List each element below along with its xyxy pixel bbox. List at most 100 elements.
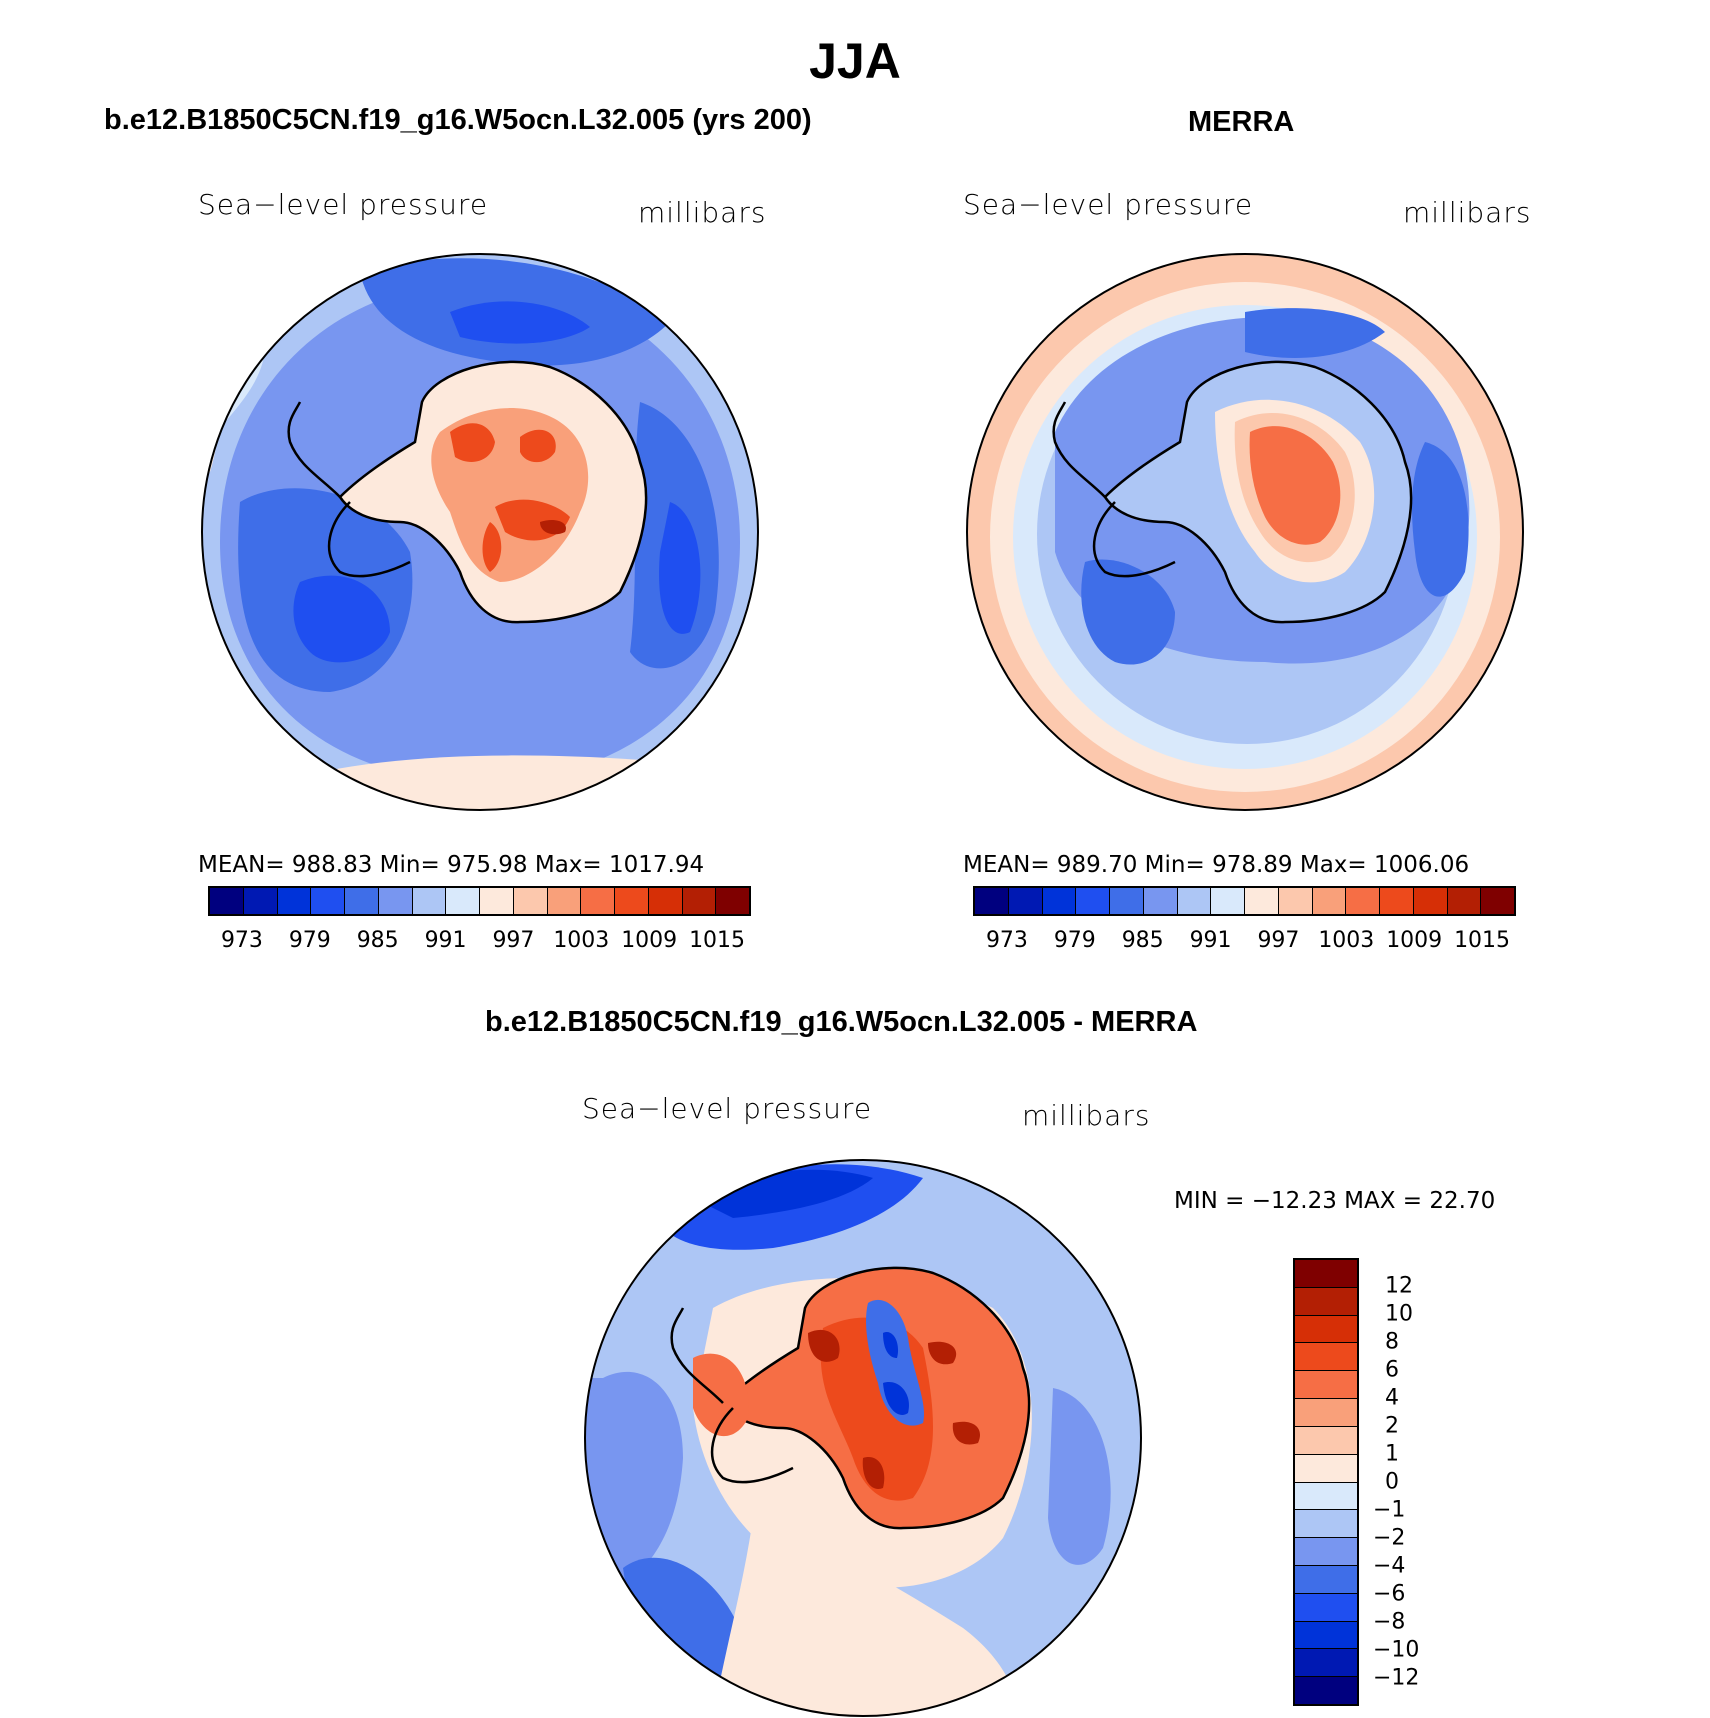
obs-colorbar-swatch	[1076, 888, 1110, 914]
model-contour-low-east-core	[659, 502, 701, 634]
diff-units-label: millibars	[1022, 1099, 1151, 1132]
diff-contour-neg-east	[1048, 1388, 1111, 1565]
obs-colorbar	[973, 886, 1516, 916]
model-colorbar-swatch	[581, 888, 615, 914]
model-contour-plateau-1015	[540, 520, 566, 535]
obs-colorbar-swatch	[1008, 888, 1043, 914]
diff-colorbar-tick-label: 6	[1385, 1357, 1399, 1383]
diff-colorbar-swatch	[1295, 1343, 1357, 1372]
obs-colorbar-swatch	[1211, 888, 1245, 914]
model-colorbar-swatch	[243, 888, 278, 914]
diff-variable-label: Sea−level pressure	[582, 1092, 873, 1125]
obs-colorbar-swatch	[975, 888, 1009, 914]
obs-contour-low-west	[1081, 559, 1175, 665]
obs-contour-low-east	[1412, 442, 1469, 597]
model-colorbar-tick-label: 1003	[553, 928, 610, 953]
model-colorbar-swatch	[277, 888, 312, 914]
diff-colorbar-swatch	[1295, 1621, 1357, 1650]
diff-contour-negative-ridge	[866, 1299, 925, 1426]
diff-colorbar-tick-label: −6	[1373, 1581, 1406, 1607]
model-colorbar-tick-label: 1015	[689, 928, 746, 953]
model-colorbar-swatch	[210, 888, 244, 914]
diff-colorbar-tick-label: −1	[1373, 1497, 1406, 1523]
obs-units-label: millibars	[1403, 196, 1532, 229]
model-colorbar-swatch	[648, 888, 683, 914]
model-colorbar-swatch	[378, 888, 413, 914]
obs-colorbar-swatch	[1143, 888, 1178, 914]
model-colorbar-tick-label: 985	[356, 928, 399, 953]
model-units-label: millibars	[638, 196, 767, 229]
diff-colorbar-swatch	[1295, 1677, 1357, 1704]
diff-contour-neg-west	[585, 1372, 683, 1588]
diff-colorbar-swatch	[1295, 1426, 1357, 1455]
diff-colorbar-tick-label: 1	[1385, 1441, 1399, 1467]
model-colorbar-tick-label: 973	[220, 928, 263, 953]
obs-colorbar-swatch	[1177, 888, 1212, 914]
diff-polar-map	[584, 1159, 1142, 1717]
diff-colorbar-tick-label: −8	[1373, 1609, 1406, 1635]
model-colorbar-swatch	[547, 888, 582, 914]
diff-antarctic-peninsula	[670, 1307, 794, 1484]
diff-colorbar-tick-label: 10	[1385, 1301, 1413, 1327]
obs-colorbar-swatch	[1312, 888, 1347, 914]
obs-polar-map	[966, 253, 1524, 811]
obs-colorbar-swatch	[1110, 888, 1144, 914]
model-colorbar	[208, 886, 751, 916]
obs-panel-title: MERRA	[1188, 106, 1295, 138]
model-colorbar-swatch	[480, 888, 514, 914]
diff-contour-negative-ridge-core	[883, 1332, 909, 1415]
diff-colorbar-tick-label: −10	[1373, 1637, 1420, 1663]
model-contour-plateau-1009	[450, 423, 570, 572]
obs-colorbar-swatch	[1481, 888, 1514, 914]
model-colorbar-tick-label: 997	[492, 928, 535, 953]
model-contour-low-west-core	[293, 575, 390, 663]
diff-colorbar-tick-label: 12	[1385, 1273, 1413, 1299]
obs-colorbar-tick-label: 1015	[1454, 928, 1511, 953]
model-colorbar-swatch	[615, 888, 649, 914]
model-colorbar-swatch	[311, 888, 345, 914]
model-polar-map	[201, 253, 759, 811]
obs-colorbar-ticks: 973 979 985 991 997 1003 1009 1015	[973, 928, 1516, 956]
model-contour-low-north-core	[450, 301, 590, 344]
diff-colorbar-swatch	[1295, 1482, 1357, 1511]
model-colorbar-tick-label: 991	[424, 928, 467, 953]
model-antarctic-peninsula	[287, 401, 411, 578]
diff-colorbar-swatch	[1295, 1538, 1357, 1566]
diff-colorbar-tick-label: −4	[1373, 1553, 1406, 1579]
obs-colorbar-tick-label: 985	[1121, 928, 1164, 953]
obs-colorbar-swatch	[1380, 888, 1414, 914]
model-colorbar-swatch	[513, 888, 548, 914]
obs-colorbar-swatch	[1245, 888, 1279, 914]
figure-title: JJA	[809, 33, 901, 89]
obs-variable-label: Sea−level pressure	[963, 188, 1254, 221]
model-colorbar-tick-label: 1009	[621, 928, 678, 953]
model-contour-warm-edge-s	[320, 755, 670, 810]
obs-stats: MEAN= 989.70 Min= 978.89 Max= 1006.06	[963, 852, 1470, 878]
model-variable-label: Sea−level pressure	[198, 188, 489, 221]
obs-colorbar-tick-label: 1003	[1318, 928, 1375, 953]
obs-colorbar-swatch	[1042, 888, 1077, 914]
model-stats: MEAN= 988.83 Min= 975.98 Max= 1017.94	[198, 852, 705, 878]
diff-contour-warm-south	[713, 1518, 1016, 1716]
diff-contour-warm-peninsula	[693, 1353, 749, 1437]
obs-colorbar-swatch	[1413, 888, 1448, 914]
diff-colorbar-tick-label: 8	[1385, 1329, 1399, 1355]
diff-panel-title: b.e12.B1850C5CN.f19_g16.W5ocn.L32.005 - …	[485, 1006, 1198, 1038]
diff-colorbar-swatch	[1295, 1315, 1357, 1344]
model-colorbar-swatch	[412, 888, 447, 914]
model-colorbar-tick-label: 979	[288, 928, 331, 953]
obs-colorbar-tick-label: 991	[1189, 928, 1232, 953]
model-panel-title: b.e12.B1850C5CN.f19_g16.W5ocn.L32.005 (y…	[104, 104, 812, 136]
diff-colorbar	[1293, 1258, 1359, 1706]
obs-colorbar-tick-label: 997	[1257, 928, 1300, 953]
model-colorbar-swatch	[682, 888, 717, 914]
obs-colorbar-swatch	[1278, 888, 1313, 914]
obs-colorbar-tick-label: 979	[1053, 928, 1096, 953]
diff-colorbar-tick-label: 4	[1385, 1385, 1399, 1411]
diff-stats: MIN = −12.23 MAX = 22.70	[1174, 1188, 1496, 1214]
diff-colorbar-tick-label: −12	[1373, 1665, 1420, 1691]
diff-colorbar-swatch	[1295, 1287, 1357, 1316]
diff-colorbar-swatch	[1295, 1593, 1357, 1622]
model-colorbar-swatch	[446, 888, 480, 914]
diff-colorbar-swatch	[1295, 1510, 1357, 1539]
